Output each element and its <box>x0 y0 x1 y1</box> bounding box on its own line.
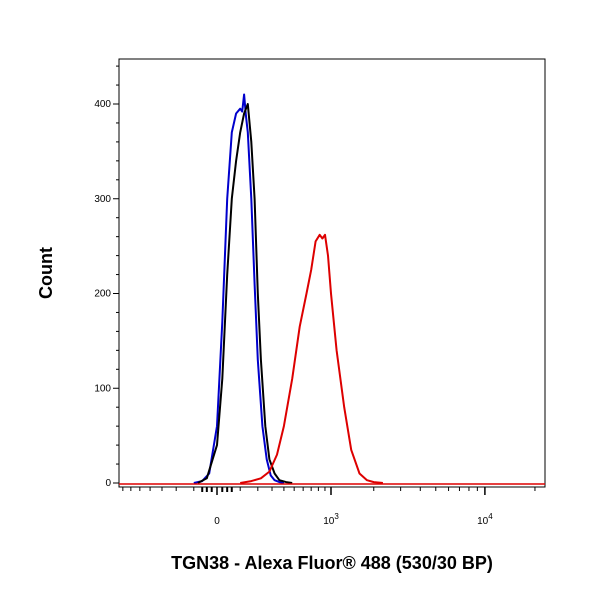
x-axis-title: TGN38 - Alexa Fluor® 488 (530/30 BP) <box>171 553 493 573</box>
y-tick-label: 100 <box>94 383 111 394</box>
histogram-series-2 <box>197 103 293 484</box>
series-layer <box>119 93 545 485</box>
x-tick-label: 104 <box>477 512 493 527</box>
x-tick-label: 103 <box>323 512 339 527</box>
x-tick-label: 0 <box>214 516 220 527</box>
histogram-series-1 <box>193 93 285 484</box>
x-axis: 0 103 104 <box>122 487 536 527</box>
y-tick-label: 300 <box>94 194 111 205</box>
y-axis-title: Count <box>36 247 56 299</box>
histogram-series-3 <box>240 233 383 484</box>
plot-frame <box>118 58 546 488</box>
y-axis: 0 100 200 300 400 <box>94 65 119 489</box>
y-tick-label: 400 <box>94 99 111 110</box>
y-tick-label: 200 <box>94 289 111 300</box>
y-tick-label: 0 <box>105 478 111 489</box>
